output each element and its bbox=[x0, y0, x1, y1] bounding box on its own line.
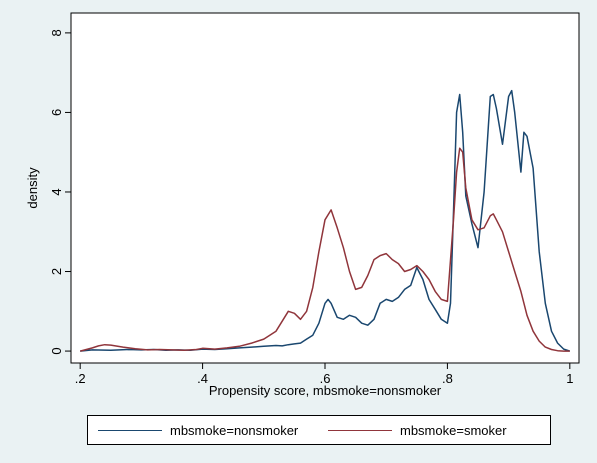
series-line-smoker bbox=[80, 147, 570, 352]
x-axis: .2 .4 .6 .8 1 bbox=[75, 363, 573, 386]
y-tick-label: 4 bbox=[49, 188, 64, 195]
x-tick-label: 1 bbox=[566, 371, 573, 386]
x-tick-label: .6 bbox=[320, 371, 331, 386]
x-tick-label: .2 bbox=[75, 371, 86, 386]
y-axis: 0 2 4 6 8 bbox=[49, 29, 71, 355]
series-lines bbox=[80, 89, 571, 352]
legend-label-nonsmoker: mbsmoke=nonsmoker bbox=[170, 422, 299, 438]
x-axis-title: Propensity score, mbsmoke=nonsmoker bbox=[209, 383, 442, 398]
legend-item-smoker: mbsmoke=smoker bbox=[328, 422, 507, 438]
series-line-nonsmoker bbox=[80, 89, 571, 352]
legend-label-smoker: mbsmoke=smoker bbox=[400, 422, 507, 438]
legend: mbsmoke=nonsmoker mbsmoke=smoker bbox=[87, 415, 551, 445]
y-tick-label: 0 bbox=[49, 347, 64, 354]
legend-swatch-nonsmoker bbox=[98, 429, 162, 431]
x-tick-label: .4 bbox=[197, 371, 208, 386]
plot-area bbox=[70, 12, 580, 364]
y-tick-label: 2 bbox=[49, 268, 64, 275]
y-tick-label: 6 bbox=[49, 109, 64, 116]
legend-item-nonsmoker: mbsmoke=nonsmoker bbox=[98, 422, 298, 438]
y-axis-title: density bbox=[25, 167, 40, 209]
legend-swatch-smoker bbox=[328, 429, 392, 431]
y-tick-label: 8 bbox=[49, 29, 64, 36]
x-tick-label: .8 bbox=[442, 371, 453, 386]
